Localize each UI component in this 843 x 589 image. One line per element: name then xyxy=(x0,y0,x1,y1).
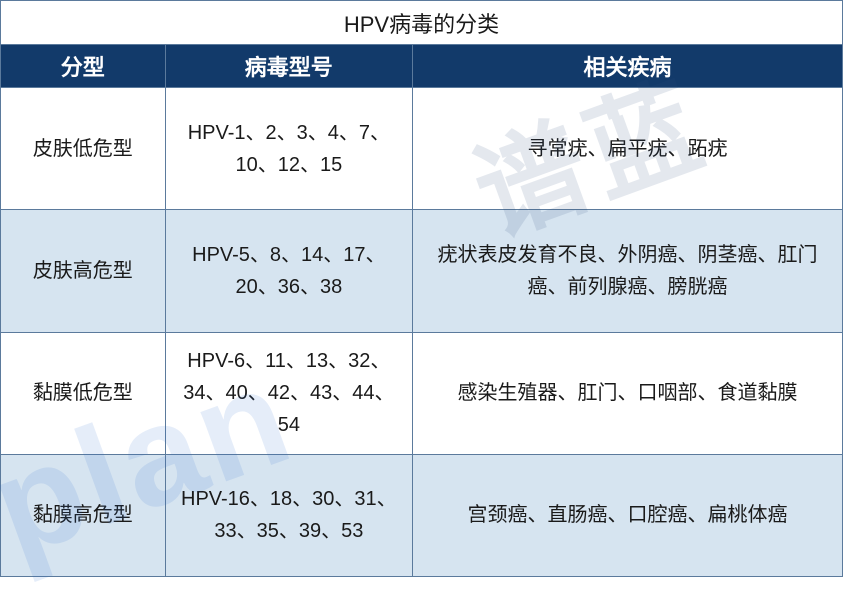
cell-type: 皮肤高危型 xyxy=(1,210,166,331)
table-header-row: 分型 病毒型号 相关疾病 xyxy=(1,45,842,87)
table-title-row: HPV病毒的分类 xyxy=(1,1,842,45)
column-header-virus: 病毒型号 xyxy=(166,45,413,87)
cell-type: 皮肤低危型 xyxy=(1,88,166,209)
table-row: 黏膜高危型 HPV-16、18、30、31、33、35、39、53 宫颈癌、直肠… xyxy=(1,454,842,576)
table-title: HPV病毒的分类 xyxy=(344,7,499,39)
cell-disease: 疣状表皮发育不良、外阴癌、阴茎癌、肛门癌、前列腺癌、膀胱癌 xyxy=(413,210,842,331)
cell-disease: 寻常疣、扁平疣、跖疣 xyxy=(413,88,842,209)
cell-disease: 感染生殖器、肛门、口咽部、食道黏膜 xyxy=(413,333,842,454)
cell-type: 黏膜低危型 xyxy=(1,333,166,454)
column-header-disease: 相关疾病 xyxy=(413,45,842,87)
cell-virus: HPV-6、11、13、32、34、40、42、43、44、54 xyxy=(166,333,413,454)
table-row: 皮肤低危型 HPV-1、2、3、4、7、10、12、15 寻常疣、扁平疣、跖疣 xyxy=(1,87,842,209)
cell-disease: 宫颈癌、直肠癌、口腔癌、扁桃体癌 xyxy=(413,455,842,576)
cell-virus: HPV-5、8、14、17、20、36、38 xyxy=(166,210,413,331)
column-header-type: 分型 xyxy=(1,45,166,87)
cell-type: 黏膜高危型 xyxy=(1,455,166,576)
table-row: 黏膜低危型 HPV-6、11、13、32、34、40、42、43、44、54 感… xyxy=(1,332,842,454)
cell-virus: HPV-1、2、3、4、7、10、12、15 xyxy=(166,88,413,209)
table-body: 皮肤低危型 HPV-1、2、3、4、7、10、12、15 寻常疣、扁平疣、跖疣 … xyxy=(1,87,842,576)
table-row: 皮肤高危型 HPV-5、8、14、17、20、36、38 疣状表皮发育不良、外阴… xyxy=(1,209,842,331)
cell-virus: HPV-16、18、30、31、33、35、39、53 xyxy=(166,455,413,576)
hpv-classification-table: HPV病毒的分类 分型 病毒型号 相关疾病 皮肤低危型 HPV-1、2、3、4、… xyxy=(0,0,843,577)
